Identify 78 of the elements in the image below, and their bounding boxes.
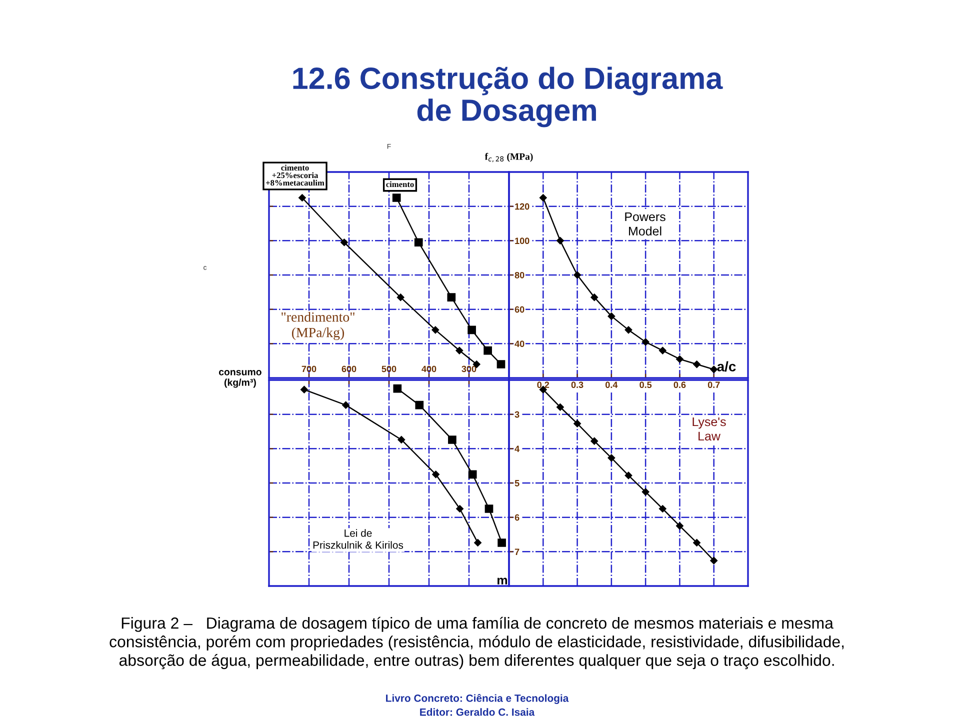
y-tick-label: 100 [515, 238, 530, 244]
x-tick-label: 0.4 [606, 382, 618, 388]
point [693, 360, 700, 368]
point [608, 454, 616, 462]
y-tick-label: 120 [515, 203, 530, 210]
point [415, 400, 424, 410]
point [456, 346, 464, 354]
x-tick-label: 600 [342, 366, 356, 372]
point [642, 338, 650, 346]
annotation: Lyse's Law [692, 417, 726, 441]
point [468, 470, 477, 479]
text: Editor: Geraldo C. Isaia [420, 708, 535, 716]
point [556, 403, 564, 411]
point [484, 346, 492, 355]
point [676, 522, 684, 530]
point [659, 346, 666, 354]
point [498, 538, 506, 547]
x-tick-label: 0.6 [674, 382, 686, 388]
point [710, 556, 718, 564]
annotation: Lei de Priszkulnik & Kirilos [313, 529, 404, 549]
x-axis-title: consumo (kg/m³) [218, 370, 262, 388]
y-axis-title: m [498, 578, 508, 584]
point [608, 312, 616, 320]
point [693, 539, 700, 546]
x-tick-label: 0.7 [708, 382, 720, 388]
x-tick-label: 0.3 [571, 382, 584, 388]
text: Figura 2 – Diagrama de dosagem típico de uma família de concreto de mesmos materiais e mesma consistência, porém com propriedades (resistência, módulo de elasticidade, resistividade, difusibilidade, absorção de água, permeabilidade, entre outras) bem diferentes qualquer que seja o traço escolhido. [110, 616, 844, 670]
point [456, 505, 464, 512]
point [414, 238, 423, 247]
y-tick-label: 5 [514, 480, 520, 486]
point [590, 437, 598, 445]
y-tick-label: 3 [514, 411, 520, 418]
y-tick-label: 6 [514, 514, 520, 521]
point [624, 326, 632, 334]
point [556, 237, 564, 244]
point [396, 294, 404, 301]
y-tick-label: 7 [514, 548, 520, 555]
x-tick-label: 300 [462, 366, 476, 372]
x-tick-label: 400 [422, 366, 436, 372]
point [590, 294, 598, 301]
point [432, 326, 440, 334]
point [574, 271, 581, 279]
point [300, 386, 308, 394]
point [624, 472, 632, 480]
y-tick-label: 40 [514, 340, 524, 348]
text: cimento +25%escoria +8%metacaulim [266, 164, 324, 186]
point [676, 355, 684, 363]
point [710, 366, 718, 374]
point [298, 194, 306, 202]
x-axis-title: a/c [717, 361, 736, 372]
point [659, 505, 666, 512]
point [540, 194, 547, 202]
y-tick-label: 60 [514, 306, 524, 313]
point [448, 436, 456, 444]
point [484, 504, 494, 513]
point [574, 420, 581, 428]
point [432, 470, 440, 478]
point [392, 194, 401, 202]
point [340, 238, 348, 246]
annotation: Powers Model [625, 212, 666, 236]
x-tick-label: 0.5 [640, 382, 652, 388]
point [468, 326, 476, 334]
point [642, 488, 650, 496]
point [496, 360, 506, 368]
text: Livro Concreto: Ciência e Tecnologia [386, 694, 569, 704]
chart-title: 12.6 Construção do Diagrama de Dosagem [293, 66, 723, 128]
point [398, 436, 406, 444]
x-tick-label: 700 [302, 366, 316, 372]
x-tick-label: 500 [382, 366, 396, 372]
point [447, 293, 456, 302]
y-tick-label: 80 [514, 272, 524, 278]
series-label: cimento [386, 181, 414, 188]
annotation: "rendimento" (MPa/kg) [282, 312, 354, 340]
y-axis-title: f$_{c,28}$ (MPa) [484, 152, 533, 162]
point [342, 401, 350, 409]
point [474, 539, 482, 546]
y-tick-label: 4 [514, 446, 520, 452]
point [393, 384, 402, 393]
